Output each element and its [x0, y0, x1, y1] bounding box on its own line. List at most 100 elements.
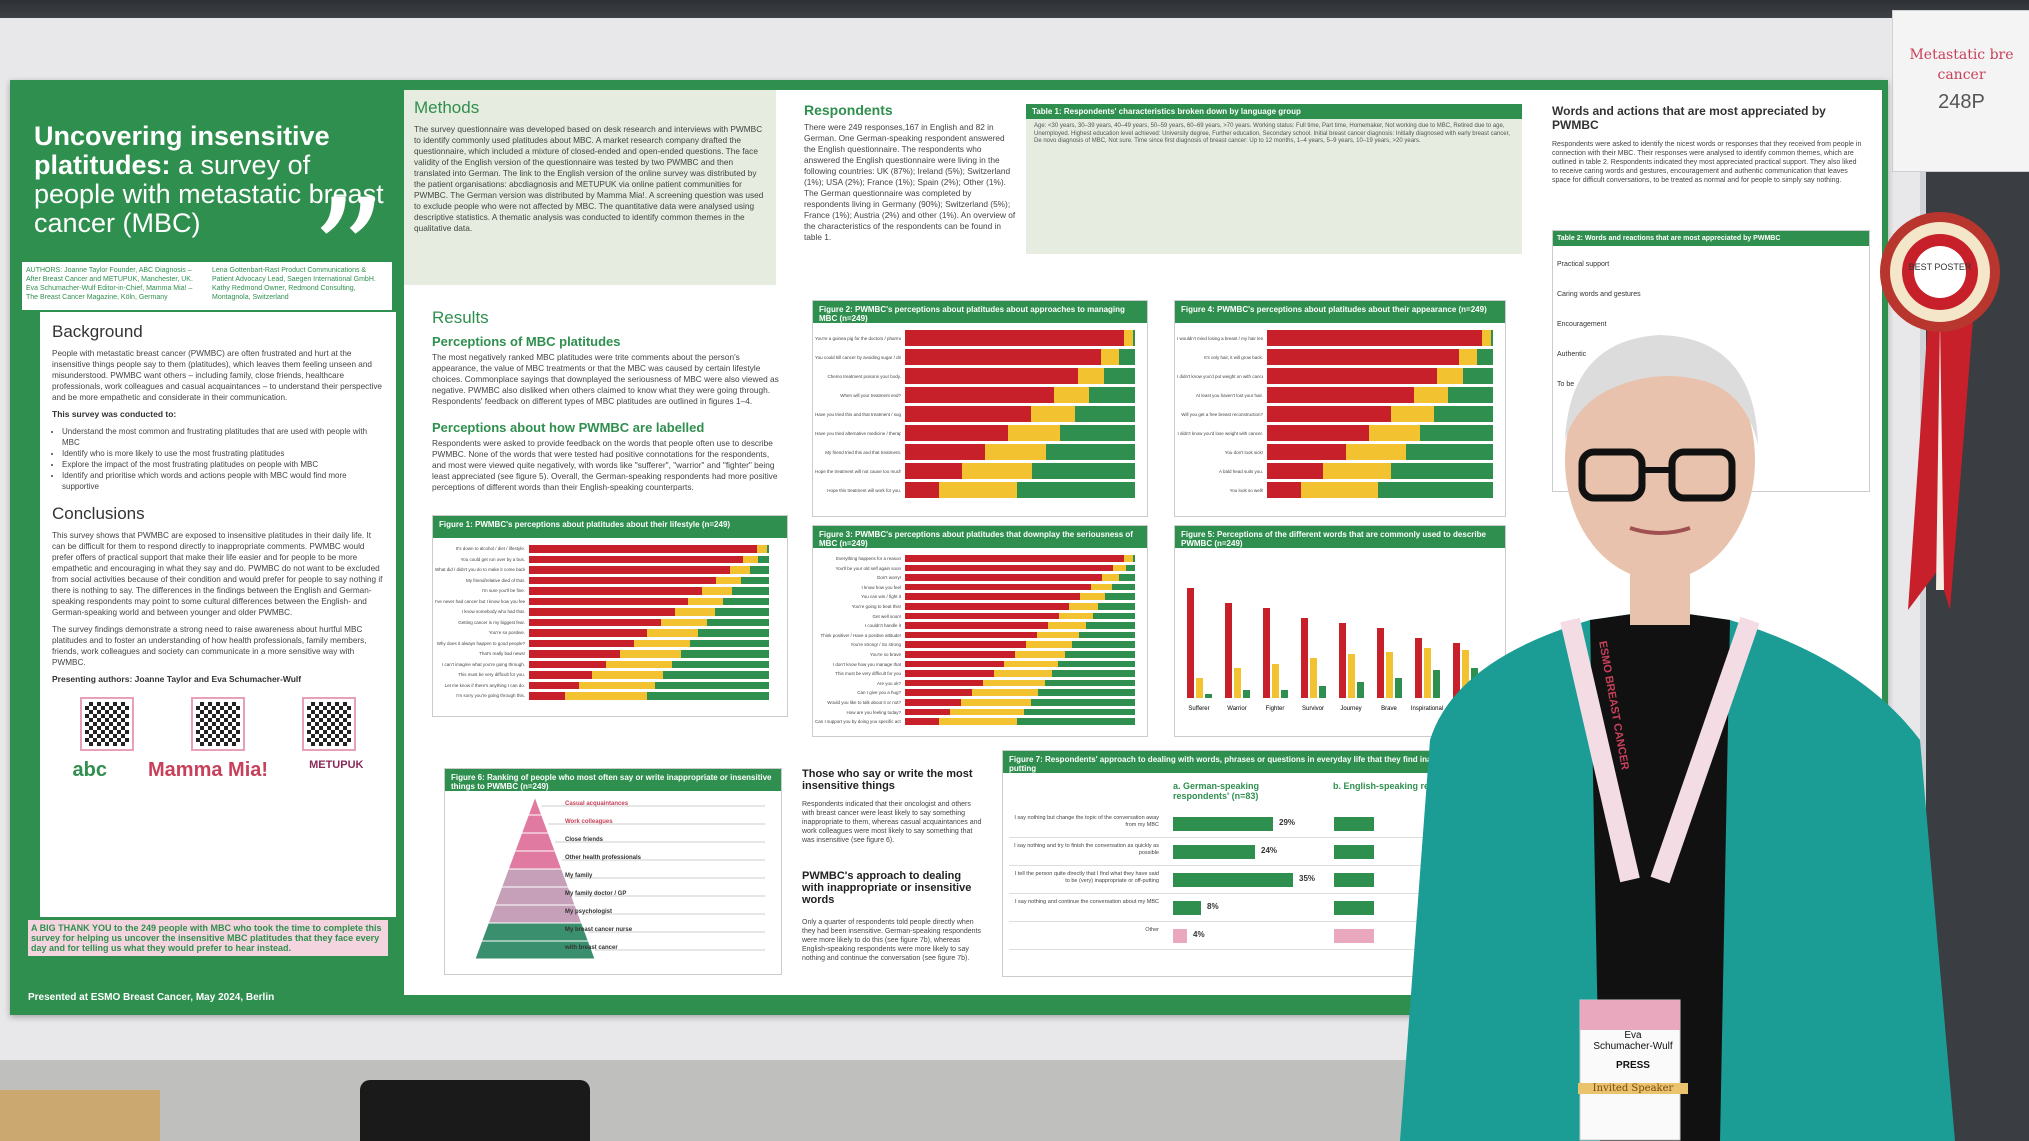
- figure-7b-title: b. English-speaking respond: [1333, 781, 1457, 791]
- figure-row-bar: [529, 639, 769, 647]
- table-2-row: Encouragement: [1557, 321, 1607, 328]
- figure-row: It's only hair, it will grow back.: [1175, 348, 1505, 367]
- figure-row-bar: [905, 660, 1135, 668]
- figure-row-label: Can I support you by doing you specific …: [815, 719, 901, 725]
- figure-row-bar: [905, 699, 1135, 706]
- labelled-text: Respondents were asked to provide feedba…: [432, 438, 778, 492]
- figure-7-value: 24%: [1261, 846, 1278, 855]
- pyramid-label: My family doctor / GP: [565, 891, 626, 897]
- figure-row: I know how you feel: [813, 583, 1147, 593]
- figure-6: Figure 6: Ranking of people who most oft…: [444, 768, 782, 975]
- figure-7-row: I say nothing and continue the conversat…: [1009, 895, 1499, 922]
- figure-row: At least you haven't lost your hair.: [1175, 386, 1505, 405]
- table-1-body: Age: <30 years, 30–39 years, 40–49 years…: [1034, 123, 1510, 144]
- survey-points: Understand the most common and frustrati…: [62, 426, 384, 492]
- figure-row: Can I support you by doing you specific …: [813, 717, 1147, 727]
- figure-row-bar: [1267, 482, 1493, 498]
- figure-row-bar: [529, 650, 769, 658]
- figure-row-label: My friend tried this and that treatment.: [825, 450, 901, 455]
- figure-7b-bar: [1334, 929, 1374, 943]
- figure-row: Think positive! / Have a positive attitu…: [813, 631, 1147, 641]
- figure-row-label: Have you tried alternative medicine / th…: [815, 431, 901, 436]
- figure-row: I'm sorry you're going through this.: [433, 691, 787, 702]
- figure-7-bar: [1173, 929, 1187, 943]
- approach-heading: PWMBC's approach to dealing with inappro…: [802, 870, 972, 906]
- figure-row: This must be very difficult for you: [813, 669, 1147, 679]
- sign-topic-line1: Metastatic bre: [1909, 47, 2014, 63]
- figure-2: Figure 2: PWMBC's perceptions about plat…: [812, 300, 1148, 517]
- figure-row: I've never had cancer but I know how you…: [433, 597, 787, 608]
- badge-role: PRESS: [1616, 1060, 1650, 1071]
- pyramid-level: [520, 814, 550, 834]
- figure-5-word: Brave: [1381, 706, 1397, 712]
- figure-row: You're strong! / So strong: [813, 640, 1147, 650]
- figure-row: Will you get a free breast reconstructio…: [1175, 405, 1505, 424]
- poster-content: Methods The survey questionnaire was dev…: [404, 90, 1882, 995]
- figure-row-label: I don't know how you manage that: [832, 661, 901, 667]
- metupuk-logo: METUPUK: [309, 759, 364, 771]
- figure-row-label: You could get run over by a bus.: [460, 556, 525, 562]
- pyramid-level: [494, 886, 576, 906]
- authors-box: AUTHORS: Joanne Taylor Founder, ABC Diag…: [22, 262, 392, 310]
- figure-row: Why does it always happen to good people…: [433, 639, 787, 650]
- person-presenter: [1400, 335, 1955, 1141]
- figure-row-bar: [1267, 387, 1493, 403]
- figure-row: Are you ok?: [813, 679, 1147, 689]
- figure-5-word: Journey: [1340, 706, 1361, 712]
- figure-5-bar: [1234, 668, 1241, 698]
- figure-5-bar: [1453, 643, 1460, 698]
- pyramid-level: [514, 832, 556, 852]
- figure-row: You'll be your old self again soon: [813, 564, 1147, 574]
- figure-row-bar: [905, 444, 1135, 460]
- figure-5-word: Fighter: [1266, 706, 1285, 712]
- figure-7-rows: I say nothing but change the topic of th…: [1009, 811, 1499, 971]
- figure-row-bar: [905, 349, 1135, 365]
- table-2-rows: Practical support Caring words and gestu…: [1553, 246, 1869, 404]
- figure-row-label: That's really bad news!: [479, 651, 525, 656]
- figure-5-bar: [1272, 664, 1279, 698]
- figure-row-bar: [529, 608, 769, 616]
- figure-row: Can I give you a hug?: [813, 688, 1147, 698]
- sign-number: 248P: [1938, 91, 1985, 113]
- figure-7b-bar: [1334, 873, 1374, 887]
- figure-3-bars: Everything happens for a reason You'll be…: [813, 548, 1147, 728]
- authors-left: AUTHORS: Joanne Taylor Founder, ABC Diag…: [26, 267, 193, 301]
- pyramid-label: Casual acquaintances: [565, 801, 629, 807]
- figure-row-bar: [905, 330, 1135, 346]
- figure-row-label: Have you tried this and that treatment /…: [815, 412, 901, 417]
- board-sign: Metastatic bre cancer 248P: [1892, 10, 2029, 172]
- table-2-row: Practical support: [1557, 261, 1610, 268]
- figure-5-chart: Sufferer Warrior Fighter Survivor Journey Bra…: [1187, 588, 1478, 712]
- figure-2-title: Figure 2: PWMBC's perceptions about plat…: [813, 301, 1147, 323]
- figure-row-label: I'm sorry you're going through this.: [456, 693, 525, 698]
- figure-row-bar: [1267, 368, 1493, 384]
- figure-5-word: Inspirational: [1411, 706, 1443, 712]
- figure-row-bar: [529, 660, 769, 668]
- presenting-authors: Presenting authors: Joanne Taylor and Ev…: [52, 674, 302, 684]
- figure-5-bar: [1205, 694, 1212, 698]
- figure-row-label: Will you get a free breast reconstructio…: [1181, 412, 1263, 417]
- figure-row-bar: [905, 368, 1135, 384]
- figure-row-bar: [1267, 349, 1493, 365]
- figure-row-bar: [905, 670, 1135, 677]
- figure-3-title: Figure 3: PWMBC's perceptions about plat…: [813, 526, 1147, 548]
- figure-row-bar: [529, 618, 769, 626]
- figure-row-label: I know somebody who had that.: [461, 609, 525, 614]
- background-text: People with metastatic breast cancer (PW…: [52, 349, 382, 402]
- figure-row-label: Everything happens for a reason: [835, 556, 901, 561]
- figure-row-bar: [905, 622, 1135, 629]
- mamma-mia-logo: Mamma Mia!: [148, 759, 269, 781]
- figure-row-bar: [1267, 406, 1493, 422]
- figure-5-bar: [1433, 670, 1440, 698]
- figure-1-bars: It's down to alcohol / diet / lifestyle.…: [433, 538, 787, 708]
- figure-row: You're so brave: [813, 650, 1147, 660]
- figure-row-label: Can I give you a hug?: [857, 690, 901, 696]
- figure-row-label: I can't imagine what you're going throug…: [441, 661, 525, 667]
- figure-row: You look so well!: [1175, 481, 1505, 500]
- figure-row-label: Hope this treatment will work for you.: [827, 488, 901, 493]
- figure-row: You're a guinea pig for the doctors / ph…: [813, 329, 1147, 348]
- figure-row-bar: [529, 681, 769, 689]
- figure-5-bar: [1395, 678, 1402, 698]
- figure-row: Let me know if there's anything I can do…: [433, 681, 787, 692]
- figure-row-label: You're so positive.: [488, 630, 525, 635]
